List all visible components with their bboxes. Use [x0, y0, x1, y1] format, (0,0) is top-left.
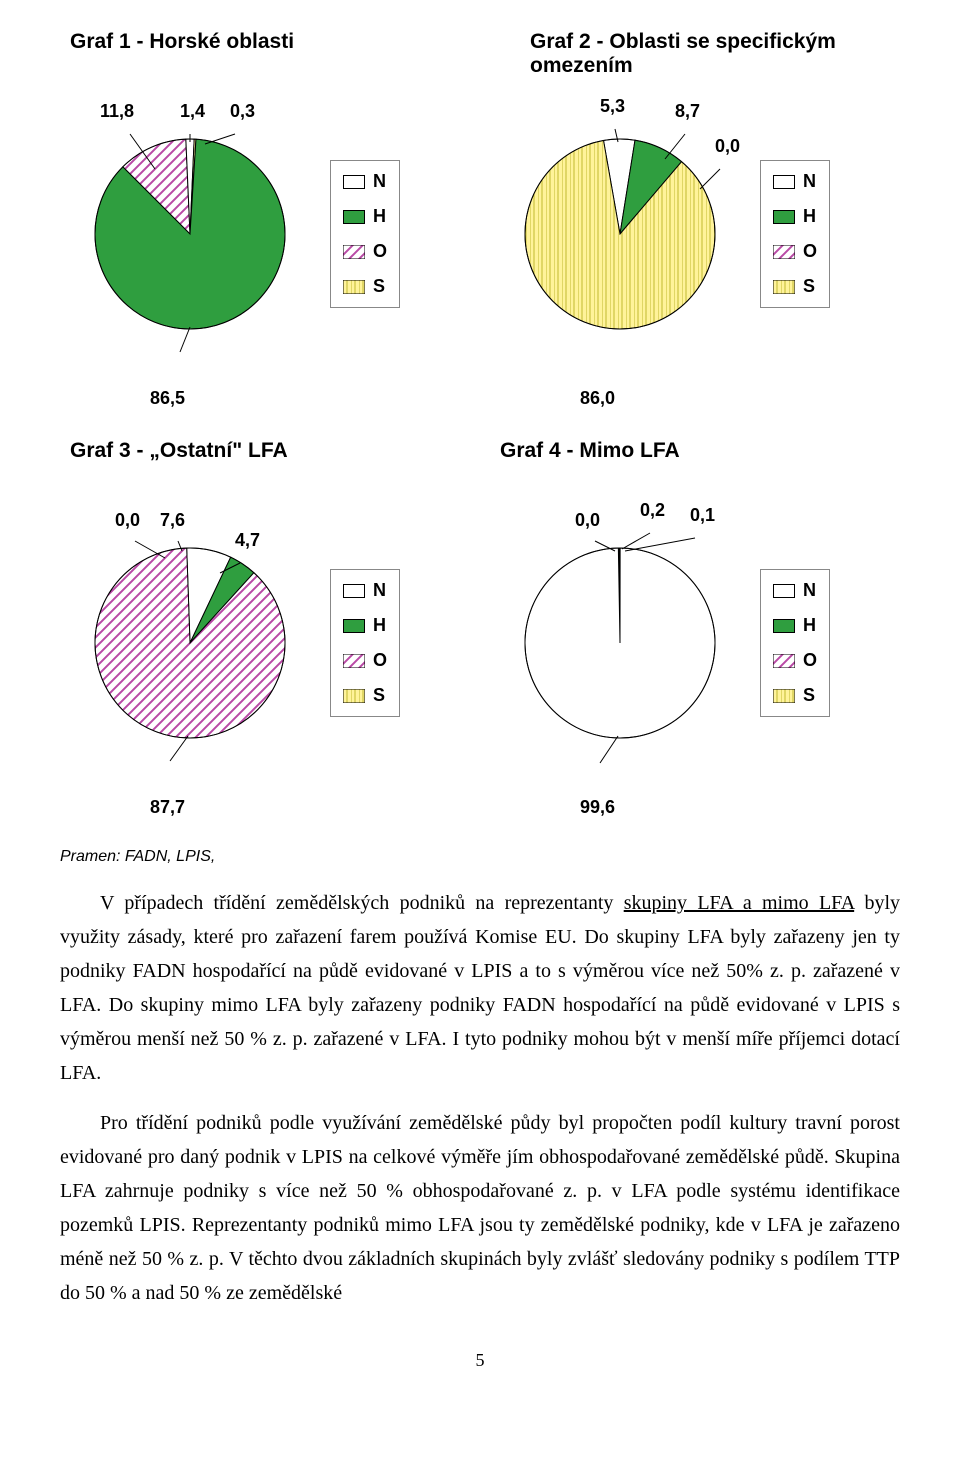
legend-row-O: O: [773, 650, 817, 671]
paragraph-2: Pro třídění podniků podle využívání země…: [60, 1106, 900, 1310]
source-line: Pramen: FADN, LPIS,: [60, 848, 900, 866]
pie-label: 0,1: [690, 505, 715, 526]
legend-label-N: N: [803, 580, 816, 601]
pie-svg: [60, 84, 320, 384]
legend-row-N: N: [773, 171, 817, 192]
chart-4-title: Graf 4 - Mimo LFA: [490, 439, 900, 493]
chart-1-title: Graf 1 - Horské oblasti: [60, 30, 470, 84]
legend-row-H: H: [343, 615, 387, 636]
pie-label: 0,0: [715, 136, 740, 157]
legend-label-N: N: [373, 171, 386, 192]
pie-svg: [490, 84, 750, 384]
chart-3-body: 0,0 7,6 4,7 NH O S: [60, 493, 470, 793]
legend-row-H: H: [773, 615, 817, 636]
chart-4-body: 0,0 0,2 0,1 NH O S: [490, 493, 900, 793]
legend-label-O: O: [373, 650, 387, 671]
pie-label: 1,4: [180, 101, 205, 122]
chart-4-pie: 0,0 0,2 0,1: [490, 493, 750, 793]
chart-2-legend: NH O S: [760, 160, 830, 308]
page-number: 5: [60, 1350, 900, 1371]
chart-2: Graf 2 - Oblasti se specifickým omezením…: [490, 30, 900, 409]
chart-3-bottom-label: 87,7: [150, 797, 470, 818]
legend-label-O: O: [373, 241, 387, 262]
legend-row-N: N: [343, 171, 387, 192]
chart-1-bottom-label: 86,5: [150, 388, 470, 409]
legend-label-S: S: [373, 276, 385, 297]
chart-1-pie: 11,8 1,4 0,3: [60, 84, 320, 384]
legend-row-H: H: [343, 206, 387, 227]
chart-2-pie: 5,3 8,7 0,0: [490, 84, 750, 384]
chart-4-legend: NH O S: [760, 569, 830, 717]
legend-label-H: H: [373, 615, 386, 636]
legend-row-S: S: [343, 276, 387, 297]
legend-row-O: O: [343, 650, 387, 671]
chart-1-legend: NH O S: [330, 160, 400, 308]
legend-label-S: S: [803, 685, 815, 706]
legend-label-O: O: [803, 650, 817, 671]
pie-label: 11,8: [100, 101, 134, 122]
legend-label-S: S: [373, 685, 385, 706]
chart-3-title: Graf 3 - „Ostatní" LFA: [60, 439, 470, 493]
pie-label: 0,2: [640, 500, 665, 521]
legend-label-S: S: [803, 276, 815, 297]
chart-4: Graf 4 - Mimo LFA 0,0 0,2 0,1 NH: [490, 439, 900, 818]
legend-row-N: N: [343, 580, 387, 601]
legend-label-H: H: [803, 206, 816, 227]
pie-label: 0,0: [575, 510, 600, 531]
chart-2-bottom-label: 86,0: [580, 388, 900, 409]
legend-row-O: O: [773, 241, 817, 262]
chart-1: Graf 1 - Horské oblasti 11,8 1,4 0,3 NH: [60, 30, 470, 409]
pie-label: 8,7: [675, 101, 700, 122]
legend-row-N: N: [773, 580, 817, 601]
legend-row-S: S: [773, 685, 817, 706]
charts-grid: Graf 1 - Horské oblasti 11,81,40,3 NH: [60, 30, 900, 818]
chart-4-bottom-label: 99,6: [580, 797, 900, 818]
page: Graf 1 - Horské oblasti 11,81,40,3 NH: [0, 0, 960, 1411]
chart-2-title: Graf 2 - Oblasti se specifickým omezením: [490, 30, 900, 84]
pie-svg: [490, 493, 750, 793]
chart-3-legend: NH O S: [330, 569, 400, 717]
legend-row-S: S: [343, 685, 387, 706]
chart-3: Graf 3 - „Ostatní" LFA 0,0 7,6 4,7 NH: [60, 439, 470, 818]
legend-label-H: H: [803, 615, 816, 636]
legend-label-H: H: [373, 206, 386, 227]
legend-label-N: N: [373, 580, 386, 601]
legend-row-S: S: [773, 276, 817, 297]
chart-2-body: 5,3 8,7 0,0 NH O S: [490, 84, 900, 384]
paragraph-1: V případech třídění zemědělských podniků…: [60, 886, 900, 1090]
pie-label: 0,0: [115, 510, 140, 531]
chart-1-body: 11,8 1,4 0,3 NH O S: [60, 84, 470, 384]
body-text: V případech třídění zemědělských podniků…: [60, 886, 900, 1310]
legend-row-O: O: [343, 241, 387, 262]
pie-label: 5,3: [600, 96, 625, 117]
pie-svg: [60, 493, 320, 793]
legend-row-H: H: [773, 206, 817, 227]
pie-label: 0,3: [230, 101, 255, 122]
pie-label: 4,7: [235, 530, 260, 551]
legend-label-N: N: [803, 171, 816, 192]
chart-3-pie: 0,0 7,6 4,7: [60, 493, 320, 793]
pie-label: 7,6: [160, 510, 185, 531]
legend-label-O: O: [803, 241, 817, 262]
